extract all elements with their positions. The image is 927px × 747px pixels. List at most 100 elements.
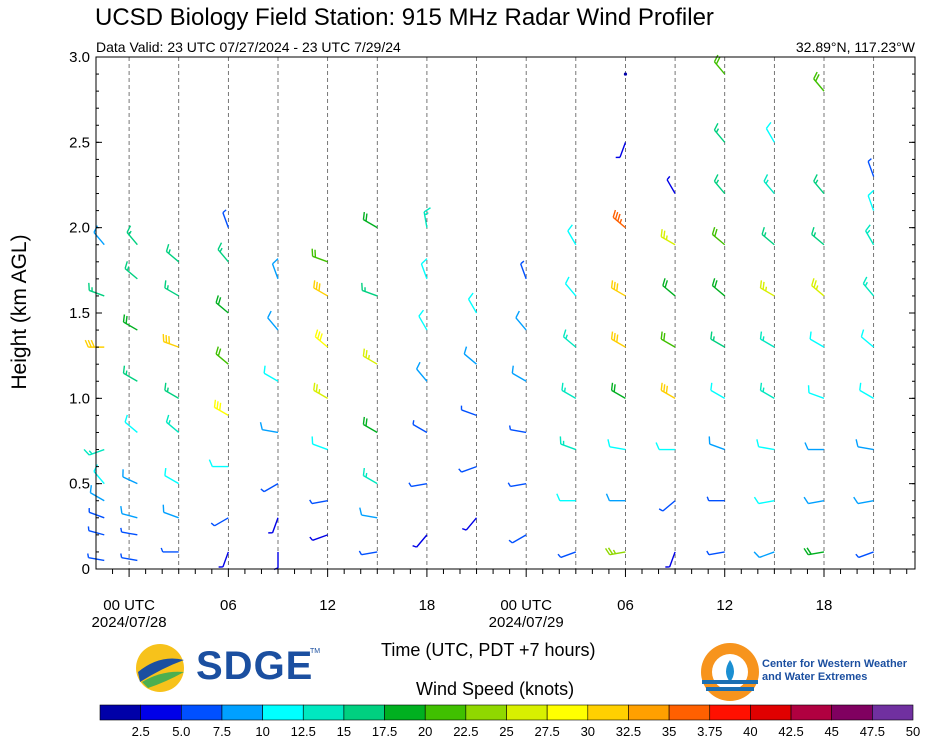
barb-half	[166, 285, 169, 290]
barb-full	[713, 122, 719, 131]
barb-half	[706, 496, 710, 501]
barb-full	[660, 229, 663, 237]
wind-barb	[855, 439, 874, 451]
colorbar-label: 12.5	[291, 724, 316, 739]
barb-half	[408, 482, 412, 487]
wind-barb	[165, 244, 180, 263]
colorbar-label: 35	[662, 724, 676, 739]
wind-barb	[803, 496, 825, 505]
barb-half	[318, 389, 321, 394]
barb-half	[813, 232, 817, 237]
wind-barb	[813, 71, 825, 92]
barb-full	[208, 459, 214, 467]
wind-barb	[362, 348, 378, 365]
wind-barb	[259, 422, 279, 434]
wind-barb	[164, 382, 180, 399]
barb-full	[807, 385, 810, 393]
wind-calm-dot	[623, 72, 628, 76]
colorbar-swatch	[587, 704, 629, 721]
barb-full	[803, 496, 809, 504]
barb-shaft	[511, 534, 527, 544]
wind-barb	[710, 331, 726, 348]
wind-barb	[761, 226, 775, 246]
colorbar-title: Wind Speed (knots)	[416, 679, 575, 699]
barb-full	[365, 418, 368, 427]
wind-barb	[408, 482, 428, 488]
barb-shaft	[560, 551, 577, 559]
barb-half	[88, 450, 93, 455]
barb-full	[803, 547, 809, 556]
colorbar-label: 47.5	[860, 724, 885, 739]
barb-shaft	[710, 389, 726, 399]
barb-full	[313, 280, 316, 289]
barb-full	[124, 414, 128, 423]
barb-shaft	[759, 551, 775, 559]
barb-shaft	[461, 409, 477, 417]
barb-shaft	[564, 283, 577, 297]
wind-barb	[126, 225, 138, 246]
barb-half	[365, 472, 368, 478]
x-axis-label: Time (UTC, PDT +7 hours)	[381, 640, 596, 660]
barb-full	[263, 365, 266, 374]
barb-full	[165, 414, 170, 423]
barb-shaft	[867, 161, 875, 177]
barb-full	[418, 309, 425, 317]
colorbar-swatch	[750, 704, 792, 721]
barb-full	[765, 121, 772, 129]
barb-full	[759, 382, 763, 391]
wind-barb	[309, 499, 328, 505]
barb-full	[87, 339, 92, 348]
barb-shaft	[465, 517, 478, 531]
barb-full	[813, 71, 818, 80]
wind-barb	[804, 442, 824, 451]
barb-half	[268, 532, 273, 534]
barb-shaft	[808, 392, 825, 399]
barb-full	[753, 496, 760, 504]
barb-full	[763, 174, 769, 182]
wind-barb	[567, 224, 577, 246]
wind-barb	[753, 496, 775, 505]
wind-barb	[557, 551, 577, 559]
barb-full	[753, 551, 760, 558]
barb-full	[359, 507, 363, 516]
barb-half	[815, 179, 819, 184]
barb-shaft	[124, 421, 138, 434]
barb-full	[811, 278, 815, 286]
sdge-trademark: TM	[310, 648, 321, 655]
barb-half	[91, 287, 93, 292]
colorbar-label: 15	[337, 724, 351, 739]
barb-full	[761, 226, 765, 235]
barb-half	[222, 209, 227, 214]
colorbar-swatch	[99, 704, 141, 721]
barb-shaft	[520, 263, 527, 280]
barb-full	[314, 249, 317, 258]
barb-shaft	[857, 446, 874, 451]
barb-full	[272, 258, 279, 265]
wind-barb	[415, 361, 428, 382]
barb-full	[859, 382, 862, 391]
barb-full	[162, 504, 165, 513]
x-tick-label: 12	[319, 597, 336, 614]
wind-barb	[271, 258, 279, 280]
barb-half	[126, 266, 130, 271]
barb-shaft	[262, 428, 279, 434]
barb-full	[715, 56, 721, 65]
wind-barb	[665, 551, 676, 568]
barb-full	[217, 297, 222, 305]
barb-half	[309, 499, 313, 504]
colorbar-swatch	[424, 704, 467, 721]
barb-full	[867, 189, 875, 197]
barb-shaft	[619, 142, 627, 158]
barb-half	[508, 425, 512, 430]
colorbar-label: 22.5	[453, 724, 478, 739]
colorbar-label: 40	[743, 724, 757, 739]
barb-full	[215, 346, 219, 355]
wind-barb	[467, 292, 478, 314]
barb-shaft	[511, 372, 527, 382]
wind-barb	[756, 439, 775, 451]
wind-barb	[122, 314, 138, 331]
barb-full	[604, 547, 611, 556]
wind-barb	[314, 329, 329, 348]
barb-full	[267, 310, 272, 319]
barb-shaft	[510, 482, 527, 488]
